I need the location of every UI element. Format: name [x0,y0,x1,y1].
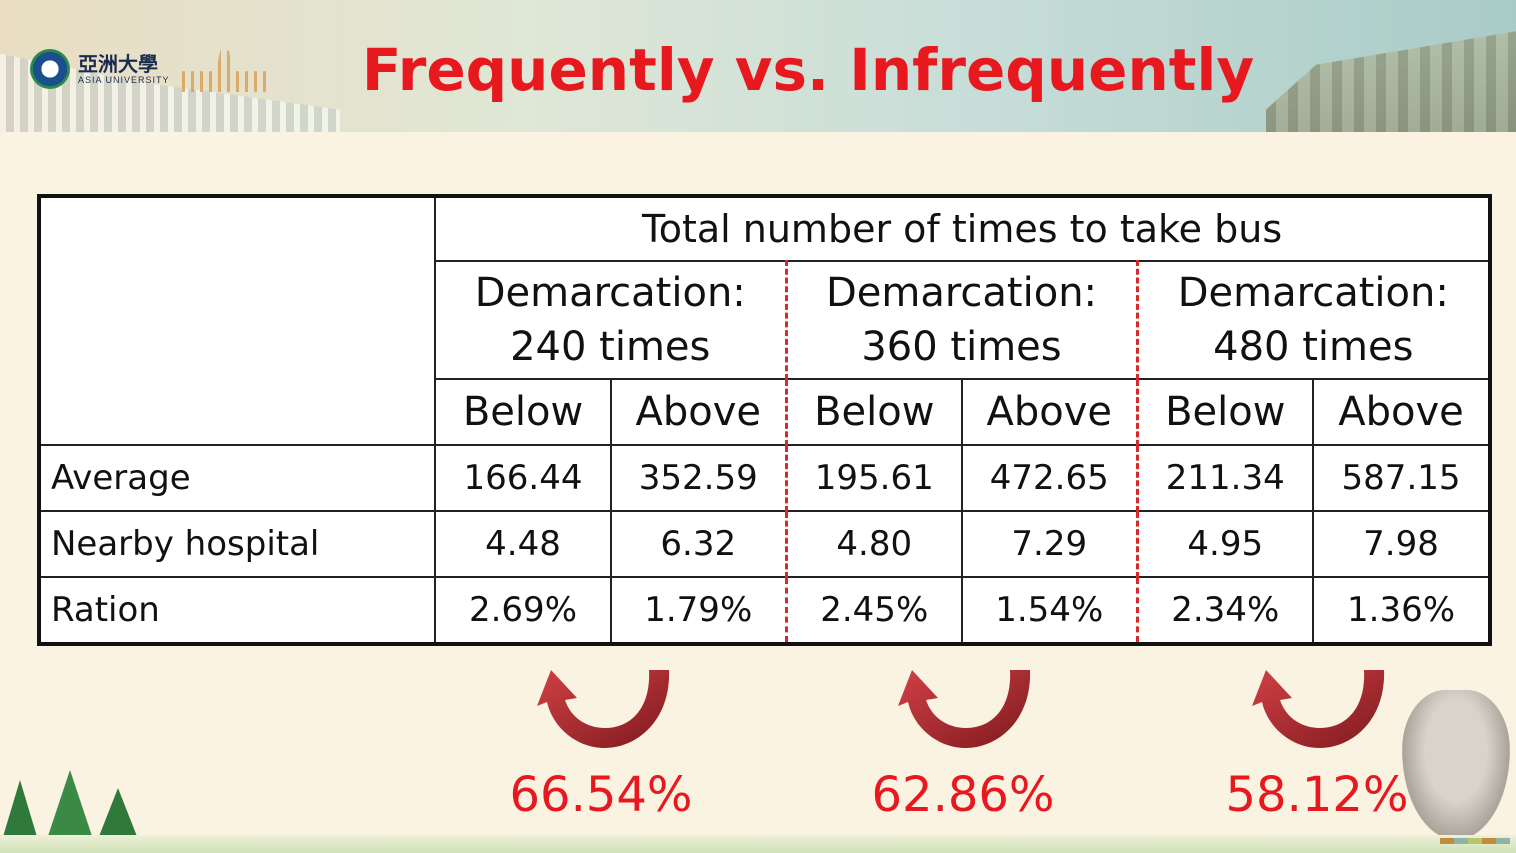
comparison-percent-240: 66.54% [509,767,693,823]
university-logo: 亞洲大學 ASIA UNIVERSITY [30,44,290,94]
table-cell: 7.98 [1311,510,1492,578]
table-row: Nearby hospital 4.48 6.32 4.80 7.29 4.95… [38,510,1492,578]
table-cell: 1.79% [610,576,788,645]
sub-header: Below [785,378,963,446]
logo-name-zh: 亞洲大學 [78,52,158,76]
table-cell: 7.29 [961,510,1139,578]
table-cell: 211.34 [1136,444,1314,512]
header-banner [0,0,1516,132]
table-cell: 1.54% [961,576,1139,645]
comparison-percent-480: 58.12% [1225,767,1409,823]
sub-header: Below [1136,378,1314,446]
logo-name-en: ASIA UNIVERSITY [78,75,170,85]
sub-header: Above [610,378,788,446]
grass-decoration [0,835,1516,853]
sub-header: Above [1311,378,1492,446]
table-cell: 4.48 [434,510,612,578]
curved-arrow-icon [1252,670,1385,748]
sub-header: Below [434,378,612,446]
main-header: Total number of times to take bus [433,195,1492,262]
building-mark-icon [181,50,268,92]
statue-icon [1402,690,1510,840]
sub-header: Above [961,378,1139,446]
row-label: Nearby hospital [38,510,436,578]
comparison-percent-360: 62.86% [871,767,1055,823]
table-row: Ration 2.69% 1.79% 2.45% 1.54% 2.34% 1.3… [38,576,1492,645]
table-cell: 2.45% [785,576,963,645]
stripe-decoration [1440,838,1510,844]
group-header-240: Demarcation: 240 times [434,260,788,380]
tree-icon [2,770,140,853]
table-cell: 166.44 [434,444,612,512]
corner-cell [38,195,436,446]
slide-title: Frequently vs. Infrequently [361,36,1255,104]
table-cell: 4.95 [1136,510,1314,578]
university-seal-icon [30,49,70,89]
table-cell: 2.34% [1136,576,1314,645]
table-cell: 587.15 [1311,444,1492,512]
group-header-480: Demarcation: 480 times [1135,260,1492,380]
row-label: Ration [38,576,436,645]
table-cell: 6.32 [610,510,788,578]
group-header-360: Demarcation: 360 times [785,260,1139,380]
curved-arrow-icon [898,670,1031,748]
table-cell: 352.59 [610,444,788,512]
table-cell: 2.69% [434,576,612,645]
table-cell: 472.65 [961,444,1139,512]
table-cell: 4.80 [785,510,963,578]
table-cell: 1.36% [1311,576,1492,645]
row-label: Average [38,444,436,512]
table-row: Average 166.44 352.59 195.61 472.65 211.… [38,444,1492,512]
comparison-table: Total number of times to take bus Demarc… [37,194,1493,646]
table-cell: 195.61 [785,444,963,512]
curved-arrow-icon [537,670,670,748]
